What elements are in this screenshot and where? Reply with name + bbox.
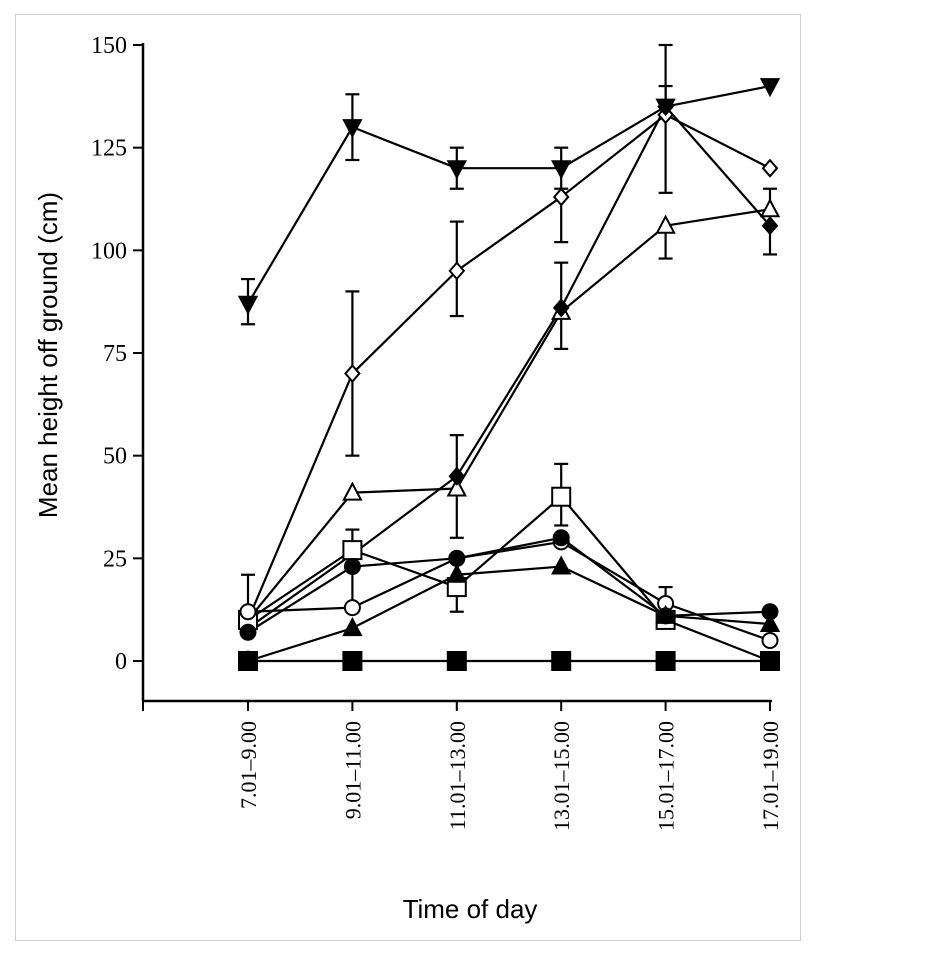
data-point-square — [446, 651, 467, 671]
y-tick-label: 100 — [91, 238, 127, 264]
data-point-diamond — [448, 261, 466, 281]
data-point-triangle-up — [342, 617, 363, 637]
data-point-diamond — [761, 216, 779, 236]
y-tick-label: 50 — [103, 444, 127, 470]
data-point-triangle-up — [446, 563, 467, 583]
x-tick-label: 11.01–13.00 — [445, 721, 470, 830]
series-line — [247, 105, 771, 630]
y-tick-label: 0 — [115, 649, 127, 675]
y-axis-ticks: 0 25 50 75 100 125 150 — [91, 33, 143, 675]
data-point-triangle-up — [655, 214, 676, 234]
x-tick-label: 15.01–17.00 — [654, 721, 679, 831]
y-tick-label: 75 — [103, 341, 127, 367]
data-point-triangle-up — [759, 612, 781, 633]
data-point-triangle-up — [655, 604, 676, 624]
data-point-triangle-down — [446, 160, 467, 180]
data-point-square — [551, 486, 572, 507]
series-markers — [237, 78, 781, 671]
series-line — [247, 208, 771, 621]
y-tick-label: 25 — [103, 546, 127, 572]
data-point-triangle-down — [551, 160, 572, 180]
data-point-circle — [239, 623, 257, 641]
y-tick-label: 125 — [91, 136, 127, 162]
data-point-square — [655, 651, 676, 671]
data-point-circle — [343, 599, 361, 617]
x-axis-label: Time of day — [403, 894, 538, 924]
figure-frame — [15, 14, 801, 941]
data-point-triangle-up — [342, 481, 363, 501]
data-point-triangle-down — [759, 78, 781, 98]
data-point-triangle-down — [342, 119, 363, 139]
data-point-triangle-up — [759, 198, 781, 218]
data-point-square — [238, 651, 258, 671]
data-point-circle — [552, 529, 570, 547]
series-line — [247, 540, 771, 642]
series-line — [247, 495, 771, 663]
data-point-triangle-up — [551, 555, 572, 575]
data-point-circle — [343, 558, 361, 576]
series-lines — [246, 84, 771, 663]
series-line — [247, 536, 771, 634]
data-point-square — [760, 651, 780, 671]
series-line — [247, 84, 771, 305]
x-tick-label: 7.01–9.00 — [236, 721, 261, 809]
data-point-diamond — [344, 364, 361, 384]
y-axis-label: Mean height off ground (cm) — [33, 192, 63, 518]
y-tick-label: 150 — [91, 33, 127, 59]
x-tick-label: 9.01–11.00 — [340, 721, 365, 819]
data-point-triangle-down — [237, 295, 259, 315]
series-line — [247, 565, 771, 663]
data-point-square — [342, 651, 363, 671]
x-axis-ticks: 7.01–9.00 9.01–11.00 11.01–13.00 13.01–15.0… — [142, 701, 783, 831]
data-point-circle — [239, 603, 257, 621]
series-line — [246, 113, 771, 621]
data-point-circle — [761, 631, 779, 649]
data-point-circle — [448, 549, 466, 567]
data-point-diamond — [448, 466, 466, 486]
data-point-square — [342, 540, 363, 561]
data-point-diamond — [657, 97, 674, 117]
data-point-diamond — [552, 298, 570, 318]
x-tick-label: 13.01–15.00 — [549, 721, 574, 831]
data-point-triangle-up — [446, 477, 467, 497]
data-point-square — [551, 651, 572, 671]
data-point-diamond — [761, 158, 779, 178]
x-tick-label: 17.01–19.00 — [758, 721, 783, 831]
data-point-diamond — [552, 187, 570, 207]
